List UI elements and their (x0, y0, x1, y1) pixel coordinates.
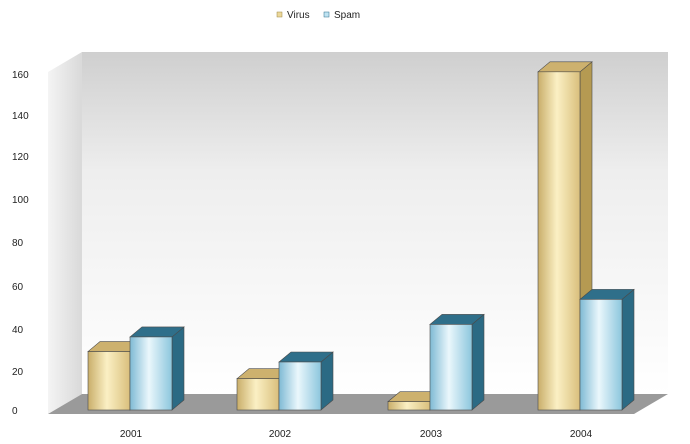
bar-spam-2002 (278, 351, 334, 411)
bar-front (129, 336, 173, 411)
plot-background (48, 52, 668, 414)
bar-front (429, 324, 473, 411)
y-tick-label: 100 (12, 195, 29, 206)
left-wall (48, 52, 82, 414)
floor (48, 394, 668, 414)
wall (82, 52, 668, 394)
y-tick-label: 80 (12, 238, 24, 249)
legend-swatch-spam (323, 11, 330, 18)
bar-front (87, 351, 131, 411)
y-tick-label: 20 (12, 367, 24, 378)
y-axis-ticks: 0 20 40 60 80 100 120 140 160 (12, 70, 29, 417)
y-tick-label: 120 (12, 152, 29, 163)
bar-front (387, 401, 431, 411)
bar-virus-2004 (537, 61, 593, 411)
x-tick-label: 2004 (570, 429, 593, 440)
bar-front (537, 71, 581, 411)
bar-front (278, 361, 322, 411)
legend: Virus Spam (276, 10, 360, 21)
y-tick-label: 40 (12, 325, 24, 336)
x-tick-label: 2001 (120, 429, 143, 440)
x-tick-label: 2002 (269, 429, 292, 440)
y-tick-label: 0 (12, 406, 18, 417)
y-tick-label: 160 (12, 70, 29, 81)
bar-front (579, 299, 623, 411)
x-tick-label: 2003 (420, 429, 443, 440)
x-axis-labels: 2001 2002 2003 2004 (120, 429, 593, 440)
bars (87, 61, 635, 411)
bar-spam-2004 (579, 288, 635, 411)
legend-label-virus: Virus (287, 10, 310, 21)
bar-side (621, 288, 635, 411)
bar-spam-2003 (429, 313, 485, 411)
y-tick-label: 60 (12, 282, 24, 293)
bar-side (471, 313, 485, 411)
y-tick-label: 140 (12, 111, 29, 122)
bar-spam-2001 (129, 326, 185, 411)
bar-front (236, 378, 280, 411)
legend-swatch-virus (276, 11, 283, 18)
bar-side (171, 326, 185, 411)
bar-virus-2001 (87, 340, 143, 411)
legend-label-spam: Spam (334, 10, 360, 21)
